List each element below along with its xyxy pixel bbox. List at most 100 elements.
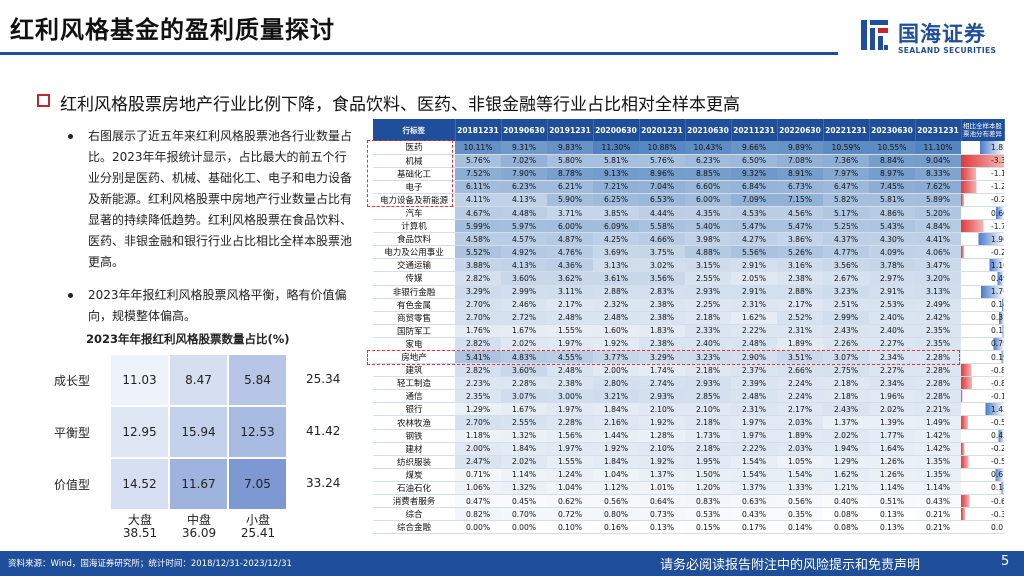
- title-underline: [0, 52, 838, 55]
- industry-name-cell: 食品饮料: [373, 232, 455, 247]
- share-value-cell: 4.48%: [501, 206, 547, 221]
- share-value-cell: 2.18%: [685, 442, 731, 456]
- share-value-cell: 4.67%: [455, 206, 501, 221]
- share-value-cell: 2.46%: [501, 298, 547, 312]
- share-value-cell: 1.39%: [869, 415, 915, 430]
- share-value-cell: 1.97%: [547, 442, 593, 456]
- share-value-cell: 2.25%: [685, 298, 731, 312]
- table-row: 钢铁 1.18% 1.32% 1.56% 1.44% 1.28% 1.73% 1.97% 1.8…: [373, 429, 1004, 443]
- share-value-cell: 6.21%: [547, 180, 593, 194]
- share-value-cell: 5.82%: [823, 193, 869, 207]
- share-value-cell: 1.92%: [639, 415, 685, 430]
- share-value-cell: 2.97%: [869, 271, 915, 286]
- share-value-cell: 2.27%: [869, 363, 915, 378]
- share-value-cell: 1.50%: [685, 468, 731, 482]
- share-value-cell: 6.00%: [685, 193, 731, 207]
- table-row: 通信 2.35% 3.07% 3.00% 3.21% 2.93% 2.85% 2.48% 2.2…: [373, 389, 1004, 404]
- matrix-col-name: 中盘: [186, 513, 211, 527]
- share-value-cell: 2.91%: [869, 285, 915, 299]
- table-row: 医药 10.11% 9.31% 9.83% 11.30% 10.88% 10.43% 9.66…: [373, 141, 1004, 155]
- table-header-cell: 20231231: [915, 119, 962, 141]
- bullet-item: 右图展示了近五年来红利风格股票池各行业数量占比。2023年年报统计显示，占比最大…: [68, 126, 358, 273]
- difference-cell: -0.22%: [961, 193, 1004, 207]
- matrix-col-label: 大盘 38.51: [110, 514, 170, 540]
- share-value-cell: 3.15%: [685, 258, 731, 273]
- share-value-cell: 3.13%: [915, 285, 961, 299]
- share-value-cell: 7.02%: [501, 154, 547, 168]
- share-value-cell: 2.43%: [823, 324, 869, 338]
- difference-cell: -0.65%: [961, 494, 1004, 509]
- share-value-cell: 5.52%: [455, 245, 501, 260]
- industry-name-cell: 建材: [373, 442, 455, 456]
- table-header-cell: 20211231: [731, 119, 778, 141]
- share-value-cell: 1.26%: [869, 468, 915, 482]
- industry-name-cell: 计算机: [373, 219, 455, 234]
- table-row: 机械 5.76% 7.02% 5.80% 5.81% 5.76% 6.23% 6.50% 7.0…: [373, 154, 1004, 168]
- share-value-cell: 1.35%: [915, 468, 961, 482]
- share-value-cell: 1.12%: [593, 481, 639, 496]
- share-value-cell: 0.83%: [685, 494, 731, 509]
- table-row: 电子 6.11% 6.23% 6.21% 7.21% 7.04% 6.60% 6.84% 6.7…: [373, 180, 1004, 194]
- share-value-cell: 2.18%: [823, 376, 869, 391]
- share-value-cell: 3.75%: [639, 245, 685, 260]
- share-value-cell: 3.23%: [685, 350, 731, 365]
- share-value-cell: 6.53%: [639, 193, 685, 207]
- share-value-cell: 3.61%: [593, 271, 639, 286]
- share-value-cell: 2.35%: [455, 389, 501, 404]
- share-value-cell: 2.75%: [823, 363, 869, 378]
- share-value-cell: 10.11%: [455, 141, 501, 155]
- share-value-cell: 11.10%: [915, 141, 961, 155]
- share-value-cell: 2.51%: [823, 298, 869, 312]
- share-value-cell: 2.40%: [869, 324, 915, 338]
- share-value-cell: 3.85%: [593, 206, 639, 221]
- share-value-cell: 2.90%: [731, 350, 777, 365]
- share-value-cell: 5.47%: [731, 219, 777, 234]
- share-value-cell: 7.45%: [869, 180, 915, 194]
- share-value-cell: 0.40%: [823, 494, 869, 509]
- share-value-cell: 2.37%: [731, 363, 777, 378]
- share-value-cell: 1.49%: [915, 415, 961, 430]
- share-value-cell: 0.21%: [915, 507, 961, 522]
- difference-cell: -0.58%: [961, 455, 1004, 469]
- share-value-cell: 1.54%: [731, 455, 777, 469]
- share-value-cell: 0.08%: [823, 520, 869, 535]
- share-value-cell: 4.25%: [593, 232, 639, 247]
- share-value-cell: 2.82%: [455, 271, 501, 286]
- industry-name-cell: 机械: [373, 154, 455, 168]
- share-value-cell: 5.97%: [501, 219, 547, 234]
- share-value-cell: 4.09%: [869, 245, 915, 260]
- share-value-cell: 4.58%: [455, 232, 501, 247]
- table-row: 纺织服装 2.47% 2.02% 1.55% 1.84% 1.92% 1.95% 1.54% 1…: [373, 455, 1004, 469]
- share-value-cell: 3.07%: [501, 389, 547, 404]
- matrix-col-name: 小盘: [245, 513, 270, 527]
- difference-cell: 1.85%: [961, 141, 1004, 155]
- share-value-cell: 0.43%: [915, 494, 961, 509]
- industry-name-cell: 建筑: [373, 363, 455, 378]
- difference-cell: -1.71%: [961, 219, 1004, 234]
- share-value-cell: 7.97%: [823, 167, 869, 181]
- share-value-cell: 0.80%: [593, 507, 639, 522]
- share-value-cell: 4.37%: [823, 232, 869, 247]
- share-value-cell: 6.25%: [593, 193, 639, 207]
- share-value-cell: 2.99%: [501, 285, 547, 299]
- share-value-cell: 2.34%: [869, 376, 915, 391]
- share-value-cell: 2.43%: [823, 402, 869, 417]
- share-value-cell: 4.88%: [685, 245, 731, 260]
- share-value-cell: 2.16%: [593, 415, 639, 430]
- share-value-cell: 4.92%: [501, 245, 547, 260]
- share-value-cell: 0.00%: [501, 520, 547, 535]
- difference-cell: 0.18%: [961, 481, 1004, 496]
- share-value-cell: 6.09%: [593, 219, 639, 234]
- share-value-cell: 1.35%: [915, 455, 961, 469]
- share-value-cell: 7.09%: [731, 193, 777, 207]
- share-value-cell: 1.60%: [593, 324, 639, 338]
- share-value-cell: 1.94%: [823, 442, 869, 456]
- share-value-cell: 5.80%: [547, 154, 593, 168]
- share-value-cell: 5.99%: [455, 219, 501, 234]
- industry-name-cell: 汽车: [373, 206, 455, 221]
- difference-cell: -0.10%: [961, 389, 1004, 404]
- matrix-cell: 15.94: [169, 406, 228, 458]
- table-header-cell: 20190630: [501, 119, 548, 141]
- share-value-cell: 5.26%: [777, 245, 823, 260]
- share-value-cell: 9.32%: [731, 167, 777, 181]
